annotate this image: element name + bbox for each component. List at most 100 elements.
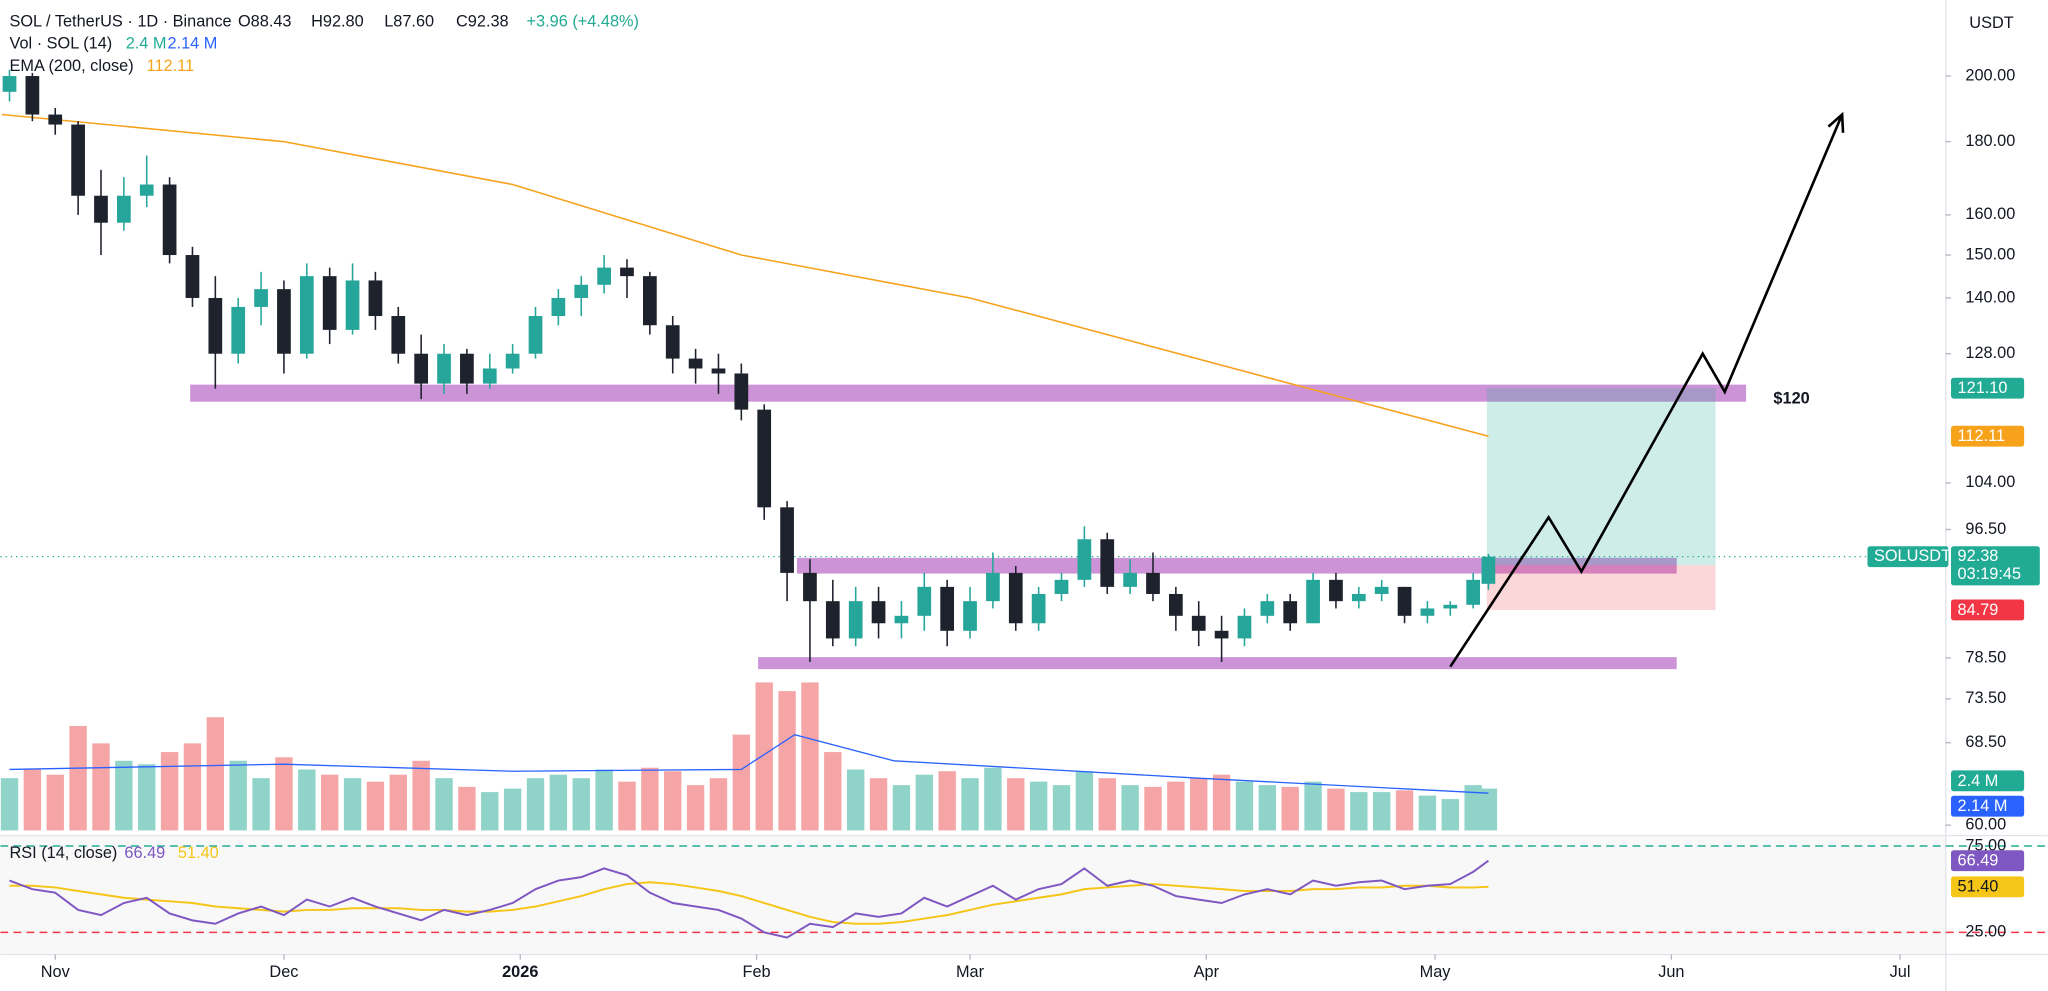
x-tick-label: May [1420, 963, 1452, 981]
rsi-ma-line [9, 881, 1489, 925]
candle-body [1214, 630, 1229, 639]
volume-bar [915, 774, 933, 831]
candle-body [1443, 604, 1458, 609]
volume-bar [298, 769, 316, 831]
price-label: 84.79 [1958, 601, 1999, 619]
candle-body [505, 353, 520, 369]
volume-bar [778, 691, 796, 831]
volume-label: 2.4 M [1958, 772, 1999, 790]
volume-bar [686, 785, 705, 831]
rsi-line [9, 859, 1490, 939]
rsi-label-box [1951, 850, 2025, 872]
candle-body [1351, 593, 1366, 602]
rsi-title: RSI (14, close) [9, 844, 117, 862]
x-tick-label: 2026 [502, 963, 538, 981]
volume-bar [0, 778, 19, 831]
projection-path [1449, 113, 1844, 668]
volume-bar [366, 781, 385, 831]
volume-bar [252, 778, 270, 831]
candle-body [665, 325, 680, 359]
arrow-head [1827, 111, 1845, 133]
candle-body [391, 316, 406, 354]
ema-title: EMA (200, close) [9, 57, 133, 75]
volume-bar [458, 786, 476, 831]
volume-bar [320, 774, 339, 831]
candle-body [231, 306, 246, 354]
symbol: SOL / TetherUS · 1D · Binance [9, 13, 231, 31]
ema-value: 112.11 [147, 57, 194, 75]
volume-bar [1167, 781, 1185, 831]
candle-body [1077, 539, 1092, 580]
x-tick-label: Jun [1658, 963, 1684, 981]
candle-body [597, 267, 611, 285]
candle-body [848, 601, 863, 639]
volume-label-box [1951, 795, 2025, 817]
volume-bar [1441, 799, 1459, 831]
candle-body [1397, 586, 1412, 616]
high: H92.80 [311, 13, 364, 31]
candle-body [734, 373, 749, 410]
price-label-box [1951, 599, 2025, 621]
y-tick-label: 78.50 [1965, 648, 2006, 666]
candle-body [254, 289, 268, 307]
volume-bar [69, 725, 87, 831]
volume-bar [115, 760, 133, 831]
x-tick-label: Jul [1890, 963, 1911, 981]
candle-body [25, 76, 40, 115]
candle-body [1100, 539, 1115, 587]
candle-body [71, 124, 85, 196]
annotation: $120 [1773, 389, 1809, 407]
y-tick-label: 96.50 [1965, 520, 2006, 538]
volume-bar [869, 778, 888, 831]
candle-body [460, 353, 474, 384]
rsi-ma: 51.40 [178, 844, 219, 862]
candle-body [894, 615, 909, 624]
candle-body [345, 280, 360, 330]
volume-bar [275, 757, 293, 831]
y-tick-label: 68.50 [1965, 733, 2006, 751]
volume-bar [138, 764, 156, 831]
volume-bar [824, 752, 842, 831]
candle-body [1374, 586, 1389, 594]
candle-body [825, 601, 840, 639]
candle-body [368, 280, 383, 317]
candle-body [1283, 601, 1298, 624]
rsi-tick-label: 25.00 [1965, 923, 2006, 941]
candle-body [94, 195, 108, 223]
volume-bar [1212, 774, 1231, 831]
candle-body [1260, 601, 1275, 616]
vol-title: Vol · SOL (14) [9, 35, 112, 53]
volume-bar [389, 774, 407, 831]
volume-bar [1235, 781, 1254, 831]
volume-bar [1464, 785, 1482, 831]
x-tick-label: Mar [956, 963, 985, 981]
rsi-label: 51.40 [1958, 878, 1999, 896]
volume-label-box [1951, 770, 2025, 792]
y-tick-label: 180.00 [1965, 132, 2015, 150]
candle-body [1146, 572, 1160, 594]
candle-body [871, 601, 886, 624]
volume-bar [801, 682, 819, 831]
volume-bar [343, 778, 362, 831]
candle-body [963, 601, 977, 631]
candle-body [1466, 579, 1481, 605]
x-tick-label: Dec [269, 963, 298, 981]
candle-body [277, 289, 291, 354]
candle-body [162, 184, 177, 256]
candle-body [322, 276, 337, 330]
plot-layer: 200.00 180.00 160.00 150.00 140.00 128.00 104.… [0, 66, 2048, 981]
volume-bar [595, 769, 613, 831]
y-tick-label: 160.00 [1965, 205, 2015, 223]
y-tick-label: 128.00 [1965, 344, 2015, 362]
volume-ma [9, 733, 1489, 794]
candle-body [1329, 579, 1343, 602]
volume-bar [481, 792, 499, 831]
last-price-box [1951, 546, 2040, 586]
candle-body [1191, 615, 1206, 631]
close: C92.38 [456, 13, 509, 31]
candle-body [1306, 579, 1320, 624]
position-loss [1486, 565, 1716, 610]
volume-bar [229, 760, 247, 831]
rsi-label: 66.49 [1958, 852, 1999, 870]
y-tick-label: 104.00 [1965, 473, 2015, 491]
